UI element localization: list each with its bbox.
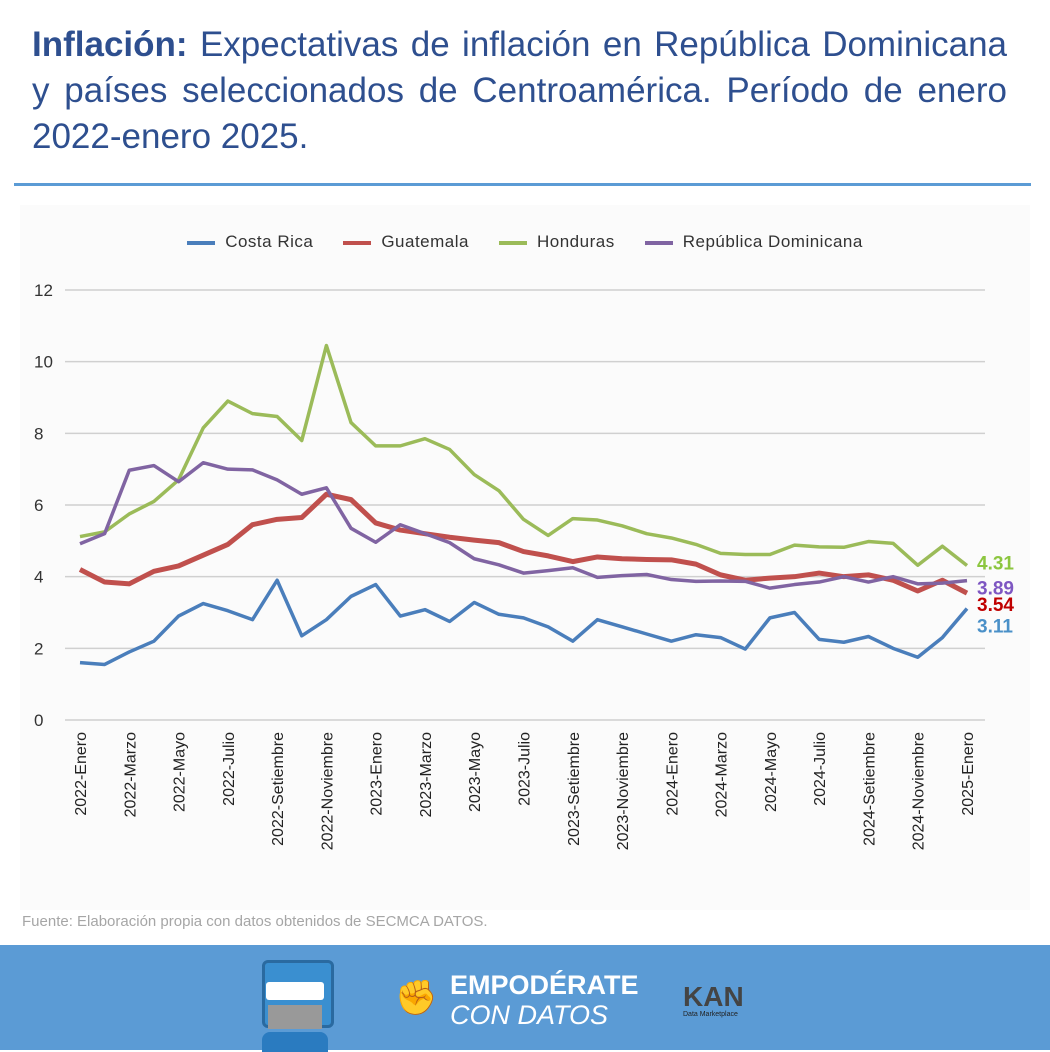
fist-icon: ✊ [395,978,437,1018]
y-tick-label: 8 [34,424,43,443]
y-tick-label: 10 [34,353,53,372]
x-tick-label: 2023-Enero [369,732,386,816]
series-line-0 [80,580,967,664]
x-tick-label: 2024-Julio [812,732,829,806]
source-note: Fuente: Elaboración propia con datos obt… [22,913,488,930]
x-tick-label: 2024-Enero [664,732,681,816]
x-tick-label: 2022-Mayo [172,732,189,812]
x-tick-label: 2022-Julio [221,732,238,806]
end-value-label: 3.11 [977,617,1013,638]
y-tick-label: 12 [34,281,53,300]
y-tick-label: 2 [34,639,43,658]
end-value-label: 3.89 [977,579,1014,600]
y-tick-label: 6 [34,496,43,515]
x-tick-label: 2023-Noviembre [615,732,632,850]
x-tick-label: 2024-Marzo [714,732,731,817]
x-tick-label: 2023-Setiembre [566,732,583,846]
x-tick-label: 2024-Setiembre [861,732,878,846]
brand-line2: CON DATOS [450,1000,608,1031]
brand-line1: EMPODÉRATE [450,970,639,1001]
y-tick-label: 0 [34,711,43,730]
x-tick-label: 2025-Enero [960,732,977,816]
x-tick-label: 2022-Enero [73,732,90,816]
series-line-3 [80,463,967,588]
end-value-label: 4.31 [977,554,1014,575]
x-tick-label: 2023-Marzo [418,732,435,817]
series-line-2 [80,346,967,566]
line-chart: 0 2 4 6 8 10 12 2022-Enero 2022-Marzo 2022-Mayo 20… [0,0,1050,945]
x-tick-label: 2023-Julio [517,732,534,806]
x-tick-label: 2022-Setiembre [270,732,287,846]
x-tick-label: 2024-Mayo [763,732,780,812]
x-tick-label: 2022-Marzo [122,732,139,817]
x-tick-label: 2024-Noviembre [911,732,928,850]
x-tick-label: 2022-Noviembre [319,732,336,850]
x-tick-label: 2023-Mayo [467,732,484,812]
robot-logo-icon [258,960,332,1050]
y-tick-label: 4 [34,568,43,587]
